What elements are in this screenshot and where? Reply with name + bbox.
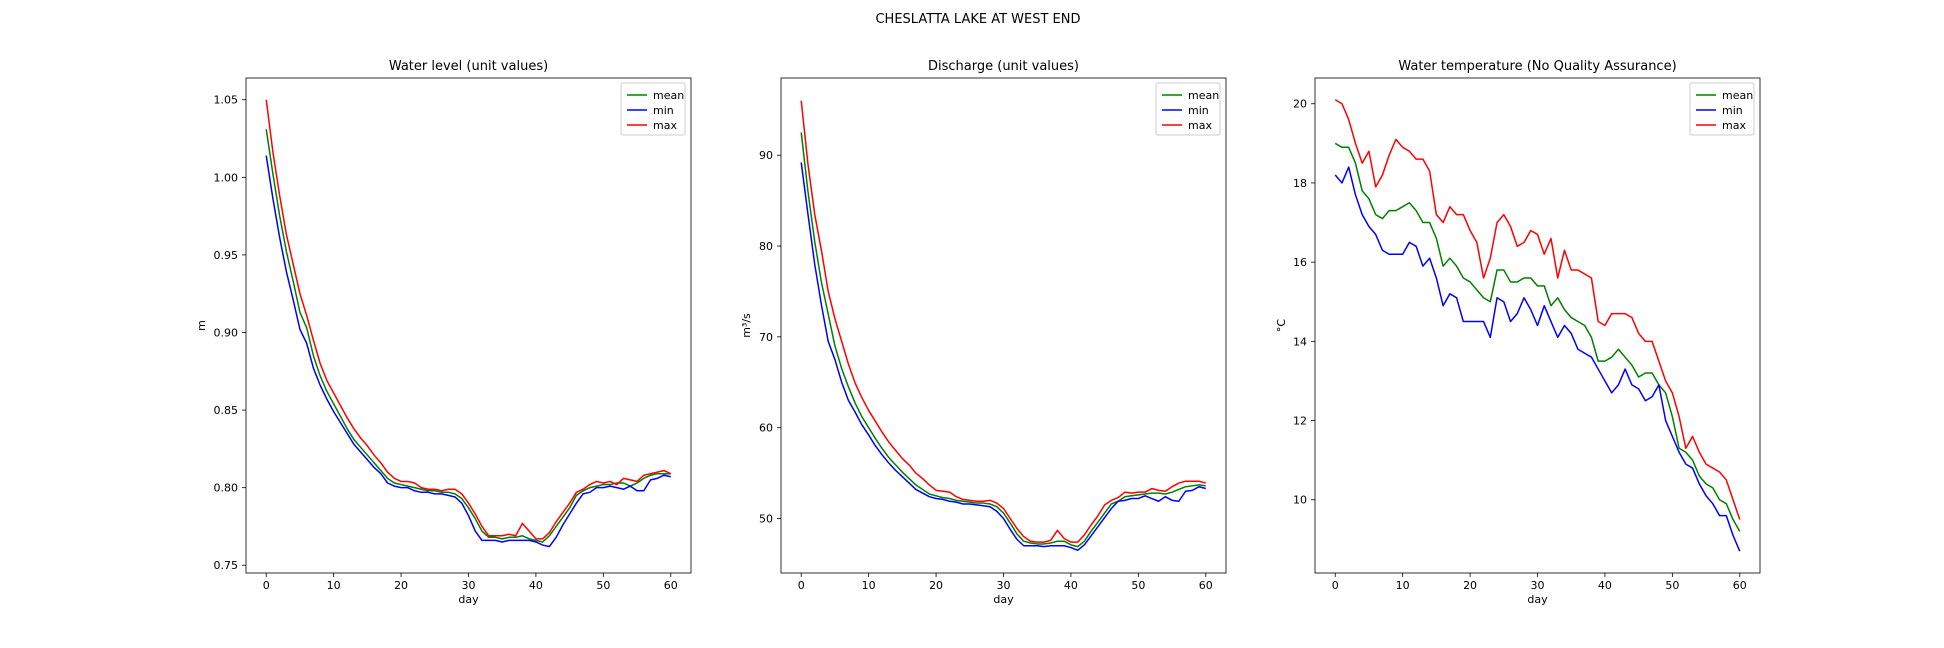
axes-frame	[245, 77, 692, 574]
x-tick-label: 10	[1396, 579, 1410, 592]
y-tick-label: 0.80	[214, 482, 239, 495]
chart-panel-2: Discharge (unit values) 0 10 20 30 40 50 60 50 60…	[740, 59, 1227, 606]
x-tick-label: 10	[327, 579, 341, 592]
y-axis-label: m³/s	[740, 313, 753, 338]
y-tick-label: 90	[759, 149, 773, 162]
legend-box	[620, 82, 686, 136]
x-tick-label: 0	[263, 579, 270, 592]
legend-label-max: max	[1722, 119, 1746, 132]
chart-panel-1: Water level (unit values) 0 10 20 30 40 50 60 0.…	[195, 59, 692, 606]
legend-label-mean: mean	[1722, 89, 1753, 102]
x-tick-label: 50	[1665, 579, 1679, 592]
chart-panels: Water level (unit values) 0 10 20 30 40 50 60 0.…	[195, 59, 1761, 606]
x-tick-label: 10	[862, 579, 876, 592]
legend-label-min: min	[653, 104, 674, 117]
x-tick-label: 30	[1531, 579, 1545, 592]
x-tick-label: 20	[929, 579, 943, 592]
x-tick-label: 40	[529, 579, 543, 592]
y-tick-label: 10	[1293, 494, 1307, 507]
y-tick-label: 12	[1293, 415, 1307, 428]
series-line-mean	[265, 129, 671, 543]
chart-title: Water level (unit values)	[389, 59, 548, 74]
x-axis-label: day	[993, 593, 1014, 606]
x-tick-label: 0	[1332, 579, 1339, 592]
x-tick-label: 60	[1733, 579, 1747, 592]
legend-label-max: max	[653, 119, 677, 132]
figure-suptitle: CHESLATTA LAKE AT WEST END	[875, 12, 1080, 27]
legend-box	[1689, 82, 1755, 136]
series-line-max	[800, 100, 1206, 543]
legend-label-min: min	[1188, 104, 1209, 117]
x-tick-label: 0	[798, 579, 805, 592]
legend-label-max: max	[1188, 119, 1212, 132]
x-tick-label: 30	[462, 579, 476, 592]
x-tick-label: 40	[1064, 579, 1078, 592]
chart-panel-3: Water temperature (No Quality Assurance)…	[1275, 59, 1761, 606]
x-tick-label: 50	[1131, 579, 1145, 592]
series-line-max	[1334, 99, 1741, 520]
y-tick-label: 18	[1293, 177, 1307, 190]
y-tick-label: 0.85	[214, 404, 239, 417]
y-tick-label: 50	[759, 513, 773, 526]
x-tick-label: 20	[1463, 579, 1477, 592]
y-tick-label: 0.90	[214, 326, 239, 339]
series-line-mean	[1334, 142, 1741, 532]
y-axis-label: °C	[1275, 319, 1288, 333]
y-tick-label: 80	[759, 240, 773, 253]
legend-label-mean: mean	[1188, 89, 1219, 102]
y-tick-label: 1.05	[214, 94, 239, 107]
series-line-max	[265, 99, 672, 540]
series-line-min	[265, 155, 671, 548]
x-tick-label: 60	[1199, 579, 1213, 592]
x-axis-label: day	[458, 593, 479, 606]
chart-title: Discharge (unit values)	[928, 59, 1079, 74]
legend: mean min max	[1689, 82, 1755, 136]
y-tick-label: 60	[759, 422, 773, 435]
y-tick-label: 1.00	[214, 171, 239, 184]
series-line-min	[1334, 166, 1741, 552]
y-axis-label: m	[195, 320, 208, 331]
legend: mean min max	[620, 82, 686, 136]
x-tick-label: 20	[394, 579, 408, 592]
legend-label-min: min	[1722, 104, 1743, 117]
x-tick-label: 60	[664, 579, 678, 592]
y-tick-label: 16	[1293, 256, 1307, 269]
legend-box	[1155, 82, 1221, 136]
y-tick-label: 0.95	[214, 249, 239, 262]
chart-title: Water temperature (No Quality Assurance)	[1398, 59, 1676, 74]
legend: mean min max	[1155, 82, 1221, 136]
y-tick-label: 70	[759, 331, 773, 344]
x-tick-label: 30	[997, 579, 1011, 592]
series-line-min	[800, 162, 1206, 552]
legend-label-mean: mean	[653, 89, 684, 102]
y-tick-label: 20	[1293, 98, 1307, 111]
x-axis-label: day	[1527, 593, 1548, 606]
y-tick-label: 14	[1293, 335, 1307, 348]
x-tick-label: 50	[596, 579, 610, 592]
x-tick-label: 40	[1598, 579, 1612, 592]
series-line-mean	[800, 132, 1206, 548]
axes-frame	[780, 77, 1227, 574]
y-tick-label: 0.75	[214, 559, 239, 572]
